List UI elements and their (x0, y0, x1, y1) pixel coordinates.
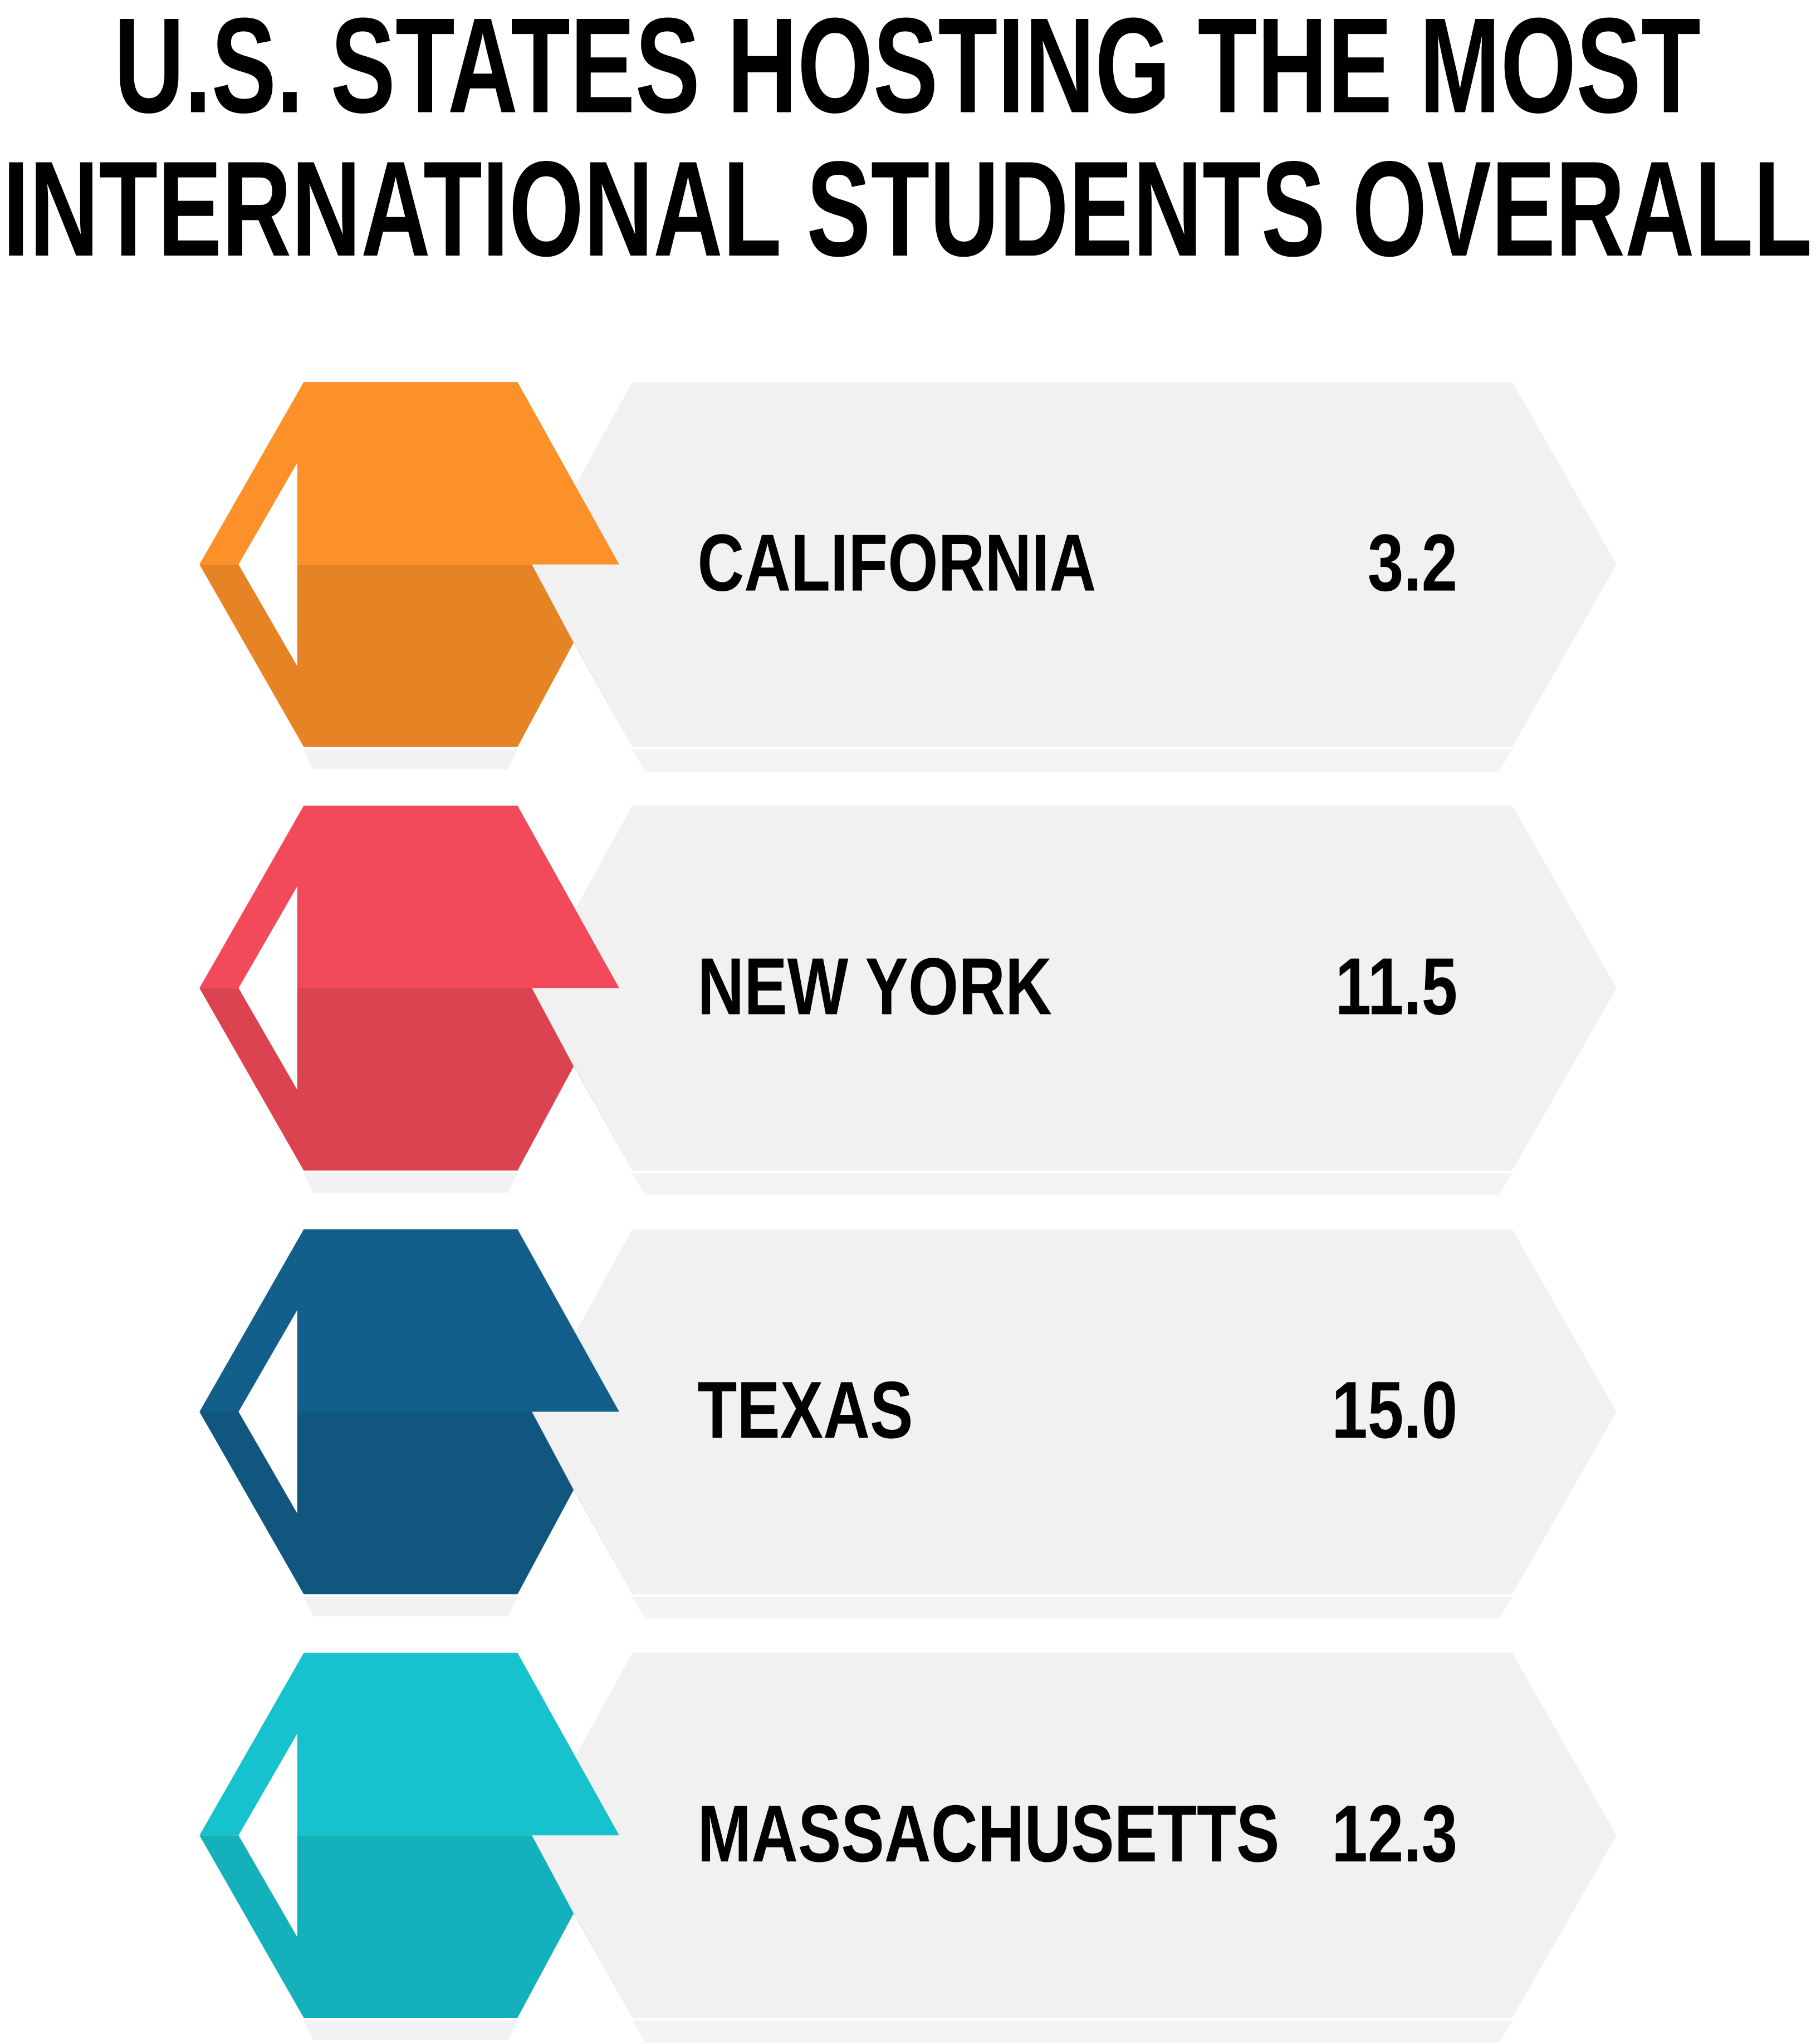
hex-notch (238, 886, 297, 1090)
banner (532, 1229, 1617, 1595)
hex-notch (238, 1733, 297, 1937)
item-shadow (632, 1596, 1512, 1619)
list-item: MASSACHUSETTS 12.3 (199, 1653, 1617, 2043)
list-item: CALIFORNIA 3.2 (199, 382, 1617, 772)
hex-top (199, 382, 619, 565)
banner (532, 382, 1617, 747)
item-shadow (632, 749, 1512, 772)
item-value: 15.0 (1332, 1365, 1457, 1455)
banner-fold (532, 564, 633, 747)
banner (532, 805, 1617, 1171)
title-line: U.S. STATES HOSTING THE MOST (114, 0, 1701, 141)
item-label: NEW YORK (697, 941, 1051, 1031)
list-item: TEXAS 15.0 (199, 1229, 1617, 1619)
hex-top (199, 1229, 619, 1412)
item-label: MASSACHUSETTS (697, 1788, 1279, 1879)
item-label: CALIFORNIA (697, 517, 1096, 607)
hex-notch (238, 1310, 297, 1514)
title-line: INTERNATIONAL STUDENTS OVERALL (3, 133, 1812, 285)
banner (532, 1653, 1617, 2018)
hex-top (199, 1653, 619, 1836)
item-shadow (304, 749, 518, 769)
item-value: 12.3 (1332, 1788, 1457, 1879)
banner-fold (532, 988, 633, 1171)
item-shadow (632, 2020, 1512, 2043)
item-shadow (304, 2020, 518, 2040)
list-item: NEW YORK 11.5 (199, 805, 1617, 1195)
item-value: 3.2 (1368, 517, 1457, 607)
hex-notch (238, 463, 297, 666)
item-label: TEXAS (697, 1365, 913, 1455)
item-shadow (632, 1173, 1512, 1195)
item-shadow (304, 1173, 518, 1193)
banner-fold (532, 1411, 633, 1595)
hex-top (199, 805, 619, 988)
item-value: 11.5 (1335, 941, 1458, 1031)
item-shadow (304, 1596, 518, 1616)
